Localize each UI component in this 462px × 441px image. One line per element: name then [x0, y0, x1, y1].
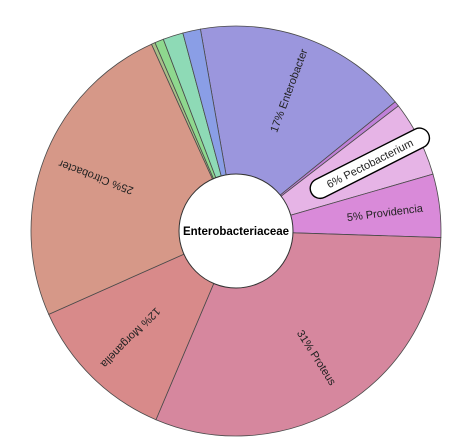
callout-box: [309, 127, 431, 200]
center-label: Enterobacteriaceae: [183, 226, 289, 238]
slice-morganella: [48, 230, 237, 421]
center-hole: [178, 173, 294, 289]
